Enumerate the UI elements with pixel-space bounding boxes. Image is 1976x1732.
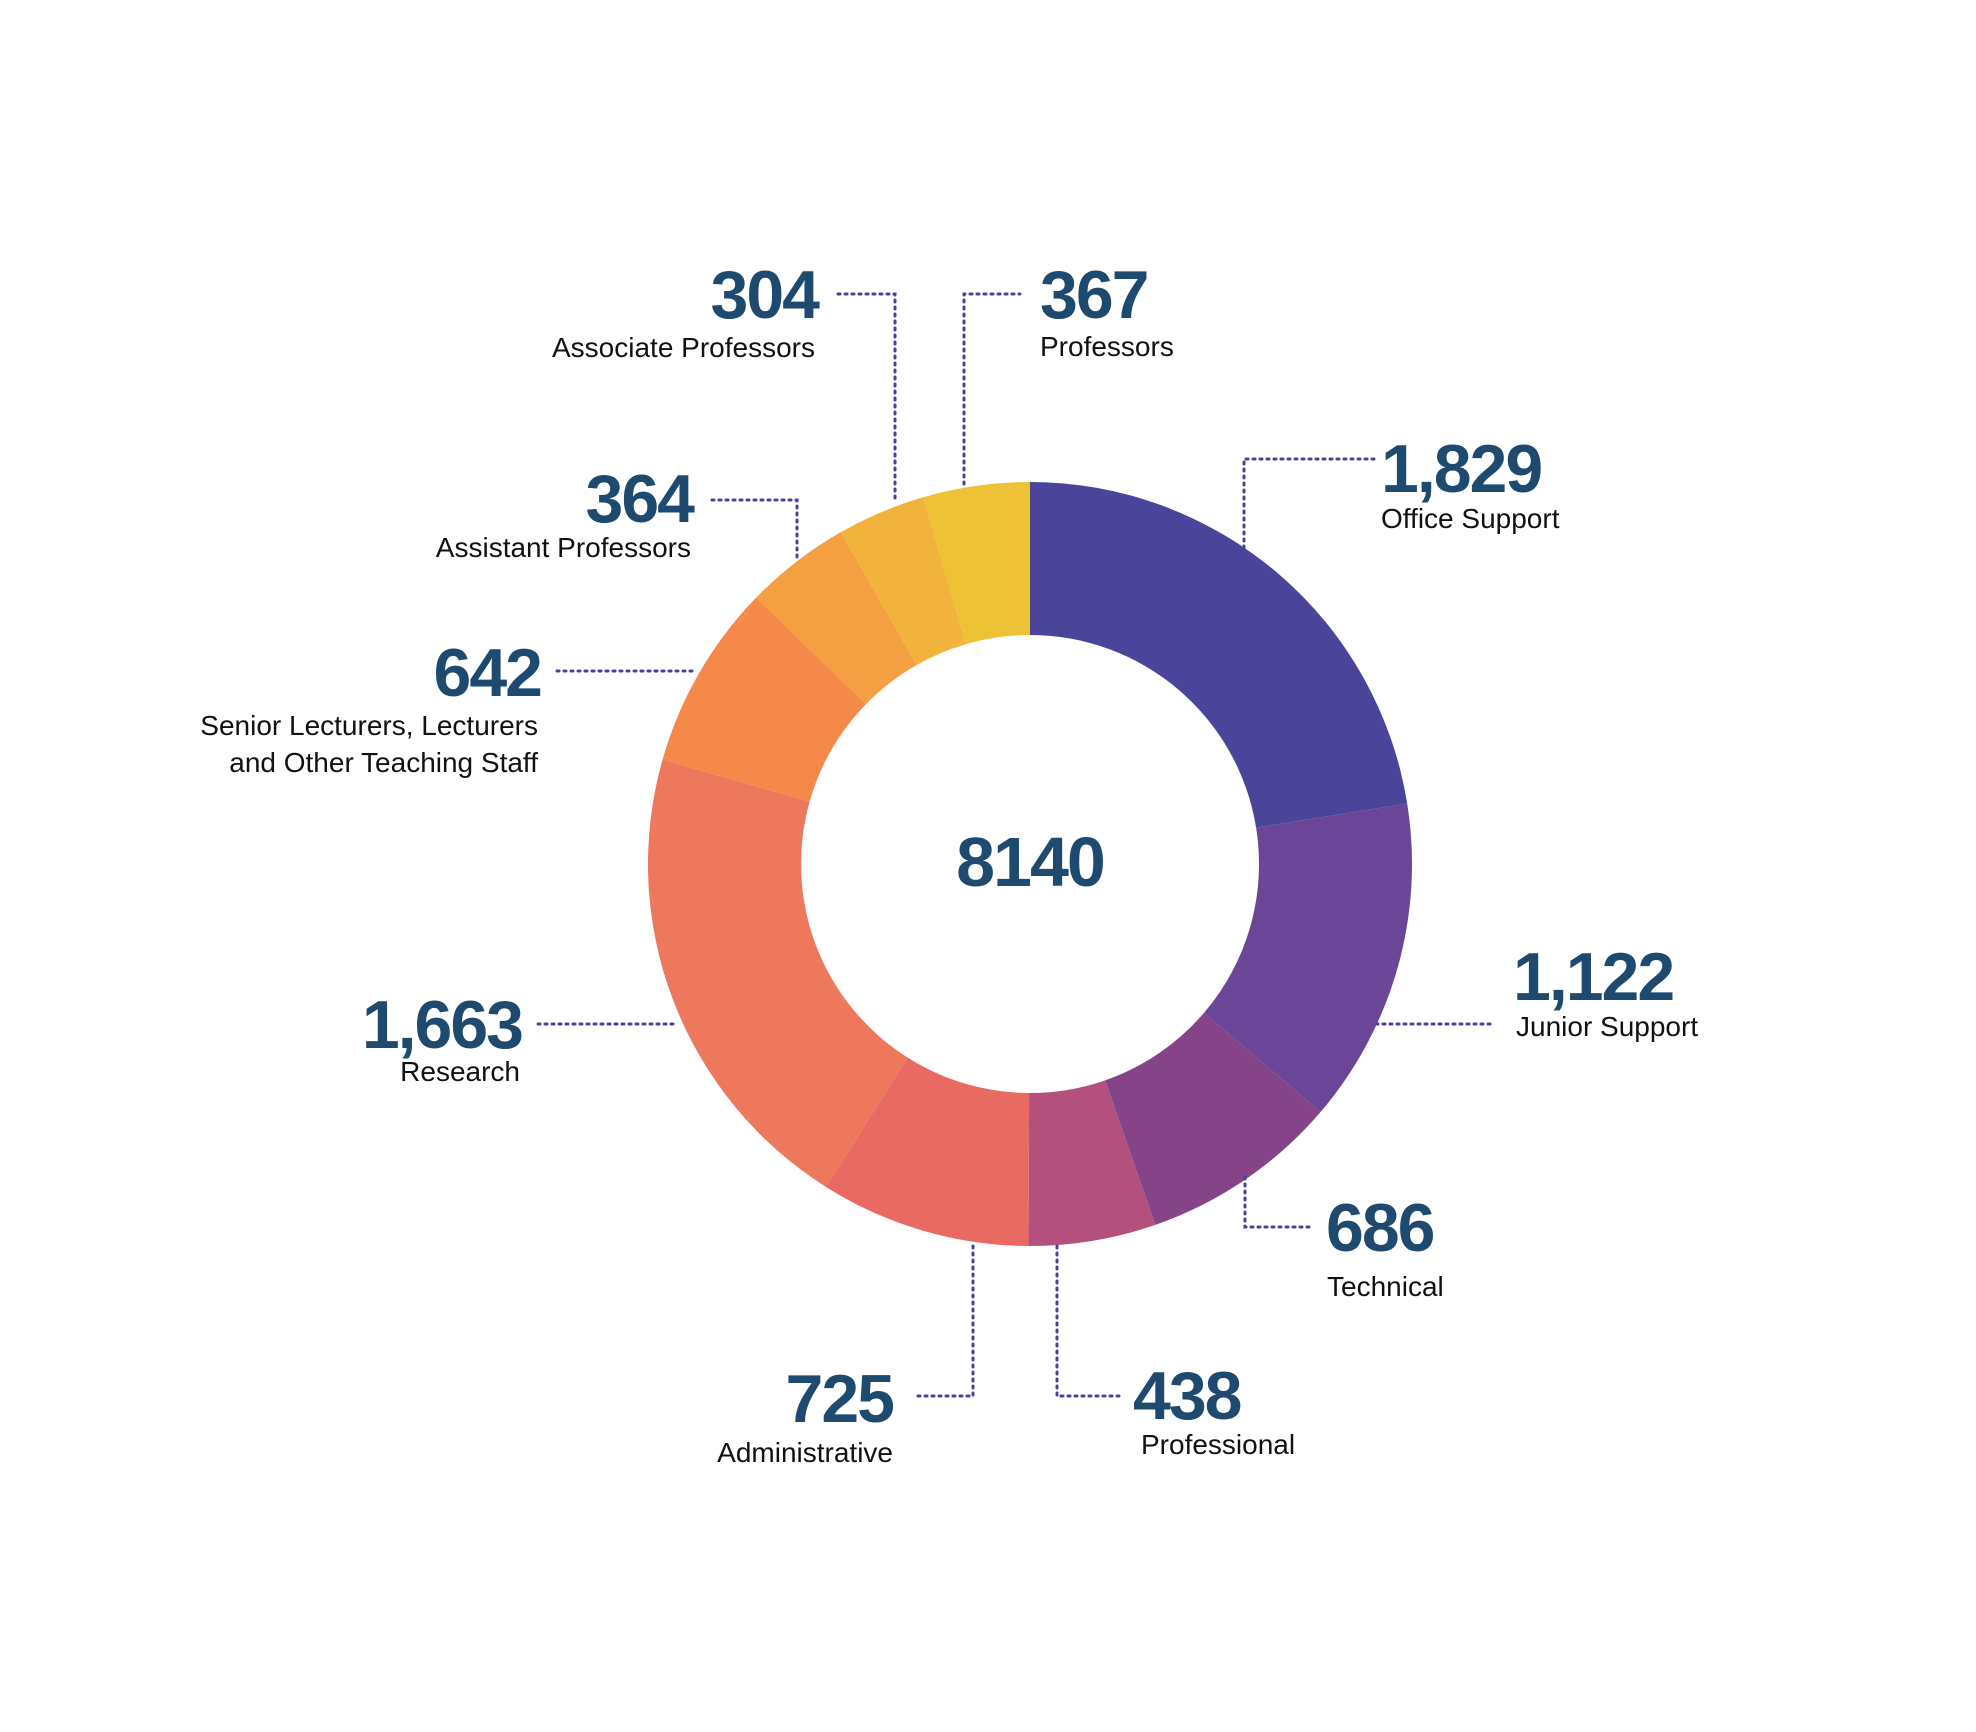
leader-lines	[535, 292, 1497, 1398]
donut-slices	[647, 482, 1412, 1246]
slice-category-label: Administrative	[717, 1437, 893, 1468]
leader-line	[1055, 1244, 1122, 1398]
slice-category-label: Research	[400, 1056, 520, 1087]
donut-slice	[1028, 1080, 1156, 1246]
donut-slice	[923, 482, 1030, 645]
slice-category-label: Professional	[1141, 1429, 1295, 1460]
slice-value-label: 642	[434, 635, 542, 711]
slice-category-label: Professors	[1040, 331, 1174, 362]
donut-slice	[662, 597, 866, 802]
slice-value-label: 364	[586, 461, 696, 537]
donut-slice	[647, 759, 908, 1187]
leader-line	[962, 292, 1022, 486]
slice-value-label: 1,663	[362, 987, 522, 1063]
leader-line	[708, 498, 799, 559]
slice-value-label: 1,122	[1513, 939, 1673, 1015]
center-total: 8140	[956, 823, 1104, 901]
slice-category-label: Senior Lecturers, Lecturers	[200, 710, 538, 741]
slice-category-label: Junior Support	[1516, 1011, 1698, 1042]
slice-value-label: 686	[1326, 1190, 1434, 1266]
donut-slice	[1204, 803, 1412, 1113]
slice-category-label: Technical	[1327, 1271, 1444, 1302]
leader-line	[833, 292, 897, 500]
leader-line	[1243, 1175, 1312, 1229]
donut-slice	[825, 1057, 1030, 1246]
slice-value-label: 725	[786, 1361, 894, 1437]
slice-category-label: Office Support	[1381, 503, 1560, 534]
slice-value-label: 438	[1133, 1358, 1241, 1434]
leader-line	[1242, 457, 1377, 550]
donut-slice	[1105, 1012, 1321, 1225]
slice-value-label: 367	[1040, 257, 1147, 333]
leader-line	[913, 1244, 975, 1398]
slice-value-label: 304	[711, 257, 821, 333]
slice-category-label: Associate Professors	[552, 332, 815, 363]
donut-slice	[840, 497, 966, 666]
donut-slice	[1030, 482, 1408, 828]
slice-category-label: and Other Teaching Staff	[229, 747, 538, 778]
slice-value-label: 1,829	[1381, 431, 1541, 507]
slice-category-label: Assistant Professors	[436, 532, 691, 563]
donut-slice	[756, 532, 917, 705]
